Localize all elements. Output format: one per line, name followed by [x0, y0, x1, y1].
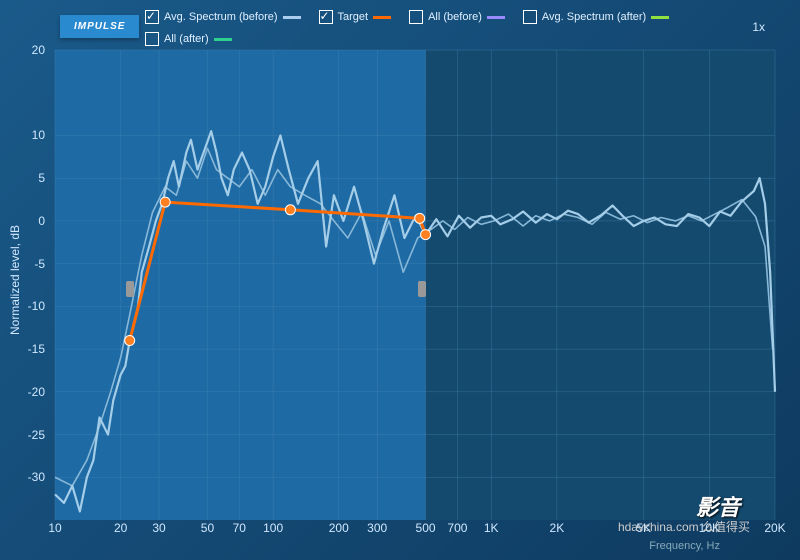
x-tick: 30	[152, 521, 165, 535]
x-tick: 10	[48, 521, 61, 535]
y-tick: 20	[20, 43, 45, 57]
x-tick: 1K	[484, 521, 499, 535]
y-tick: 10	[20, 128, 45, 142]
y-tick: 5	[20, 171, 45, 185]
x-tick: 700	[447, 521, 467, 535]
region-marker[interactable]	[126, 281, 134, 297]
x-tick: 20	[114, 521, 127, 535]
y-tick: -25	[20, 428, 45, 442]
x-tick: 20K	[764, 521, 785, 535]
x-tick: 100	[263, 521, 283, 535]
y-tick: -20	[20, 385, 45, 399]
x-tick: 50	[201, 521, 214, 535]
x-tick: 200	[329, 521, 349, 535]
chart-container: IMPULSE Avg. Spectrum (before)TargetAll …	[0, 0, 800, 560]
chart-plot	[0, 0, 800, 560]
x-tick: 2K	[550, 521, 565, 535]
region-marker[interactable]	[418, 281, 426, 297]
y-tick: 0	[20, 214, 45, 228]
y-tick: -5	[20, 257, 45, 271]
y-tick: -10	[20, 299, 45, 313]
y-tick: -15	[20, 342, 45, 356]
watermark-url: hdavchina.com 么值得买	[618, 518, 750, 535]
x-tick: 300	[367, 521, 387, 535]
x-tick: 70	[233, 521, 246, 535]
y-tick: -30	[20, 470, 45, 484]
x-tick: 500	[416, 521, 436, 535]
